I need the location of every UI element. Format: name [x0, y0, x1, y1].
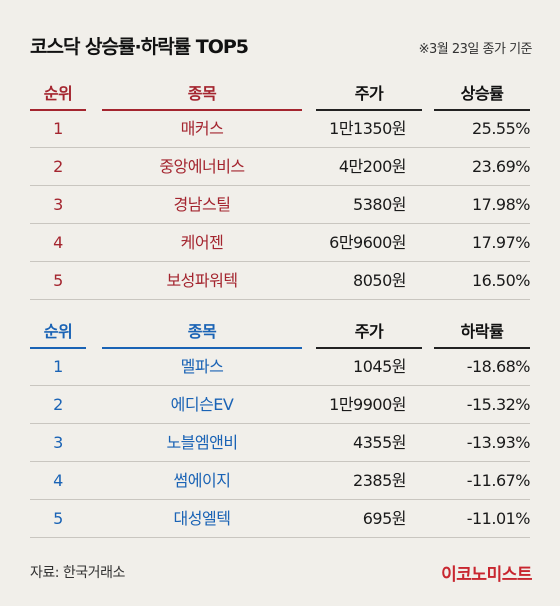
- stock-name-cell: 대성엘텍: [173, 509, 231, 528]
- table-row: 5 보성파워텍 8050원 16.50%: [30, 262, 531, 300]
- gainers-header-row: 순위 종목 주가 상승률: [30, 80, 530, 111]
- footer: 자료: 한국거래소 이코노미스트: [30, 560, 532, 585]
- rank-cell: 1: [53, 119, 63, 138]
- table-row: 1 멜파스 1045원 -18.68%: [30, 348, 531, 386]
- header: 코스닥 상승률·하락률 TOP5 ※3월 23일 종가 기준: [30, 32, 533, 62]
- brand-logo: 이코노미스트: [441, 565, 532, 585]
- rate-cell: -11.67%: [466, 471, 531, 490]
- header-underline: [102, 109, 302, 111]
- losers-header-row: 순위 종목 주가 하락률: [30, 318, 530, 349]
- stock-name-cell: 경남스틸: [173, 195, 231, 214]
- rate-cell: -18.68%: [466, 357, 531, 376]
- header-rate: 하락률: [460, 322, 504, 341]
- header-underline: [434, 347, 530, 349]
- price-cell: 4355원: [353, 433, 406, 452]
- price-cell: 1만9900원: [329, 395, 406, 414]
- table-row: 4 케어젠 6만9600원 17.97%: [30, 224, 531, 262]
- rank-cell: 4: [53, 471, 63, 490]
- rate-cell: -13.93%: [466, 433, 531, 452]
- rate-cell: 17.97%: [471, 233, 531, 252]
- header-stock: 종목: [187, 84, 217, 103]
- header-rank: 순위: [43, 84, 73, 103]
- gainers-table: 순위 종목 주가 상승률 1 매커스 1만1350원 25.55% 2 중앙에너…: [30, 80, 531, 300]
- rate-cell: 23.69%: [471, 157, 531, 176]
- losers-table: 순위 종목 주가 하락률 1 멜파스 1045원 -18.68% 2 에디슨EV…: [30, 318, 531, 538]
- table-row: 1 매커스 1만1350원 25.55%: [30, 110, 531, 148]
- stock-name-cell: 보성파워텍: [166, 271, 238, 290]
- rate-cell: 17.98%: [471, 195, 531, 214]
- header-underline: [316, 109, 422, 111]
- page-title: 코스닥 상승률·하락률 TOP5: [30, 36, 249, 58]
- header-rate: 상승률: [460, 84, 504, 103]
- stock-name-cell: 케어젠: [180, 233, 224, 252]
- price-cell: 1045원: [353, 357, 406, 376]
- stock-name-cell: 멜파스: [180, 357, 224, 376]
- rank-cell: 5: [53, 509, 63, 528]
- rank-cell: 3: [53, 195, 63, 214]
- header-price: 주가: [354, 84, 384, 103]
- stock-name-cell: 매커스: [180, 119, 224, 138]
- rate-cell: 16.50%: [471, 271, 531, 290]
- table-row: 4 썸에이지 2385원 -11.67%: [30, 462, 531, 500]
- rank-cell: 2: [53, 157, 63, 176]
- table-row: 3 노블엠앤비 4355원 -13.93%: [30, 424, 531, 462]
- source-note: 자료: 한국거래소: [30, 565, 125, 581]
- rank-cell: 4: [53, 233, 63, 252]
- rate-cell: -15.32%: [466, 395, 531, 414]
- price-cell: 5380원: [353, 195, 406, 214]
- header-price: 주가: [354, 322, 384, 341]
- stock-name-cell: 중앙에너비스: [159, 157, 245, 176]
- price-cell: 695원: [362, 509, 407, 528]
- rate-cell: 25.55%: [471, 119, 531, 138]
- rank-cell: 2: [53, 395, 63, 414]
- table-row: 2 중앙에너비스 4만200원 23.69%: [30, 148, 531, 186]
- stock-name-cell: 에디슨EV: [170, 395, 234, 414]
- header-underline: [316, 347, 422, 349]
- table-row: 2 에디슨EV 1만9900원 -15.32%: [30, 386, 531, 424]
- header-underline: [30, 347, 86, 349]
- rank-cell: 5: [53, 271, 63, 290]
- stock-name-cell: 썸에이지: [173, 471, 231, 490]
- header-underline: [434, 109, 530, 111]
- header-underline: [102, 347, 302, 349]
- header-rank: 순위: [43, 322, 73, 341]
- price-cell: 6만9600원: [329, 233, 406, 252]
- table-row: 5 대성엘텍 695원 -11.01%: [30, 500, 531, 538]
- price-cell: 8050원: [353, 271, 406, 290]
- table-row: 3 경남스틸 5380원 17.98%: [30, 186, 531, 224]
- date-note: ※3월 23일 종가 기준: [418, 42, 533, 57]
- rate-cell: -11.01%: [466, 509, 531, 528]
- price-cell: 1만1350원: [329, 119, 406, 138]
- price-cell: 2385원: [353, 471, 406, 490]
- header-stock: 종목: [187, 322, 217, 341]
- rank-cell: 3: [53, 433, 63, 452]
- stock-name-cell: 노블엠앤비: [166, 433, 238, 452]
- header-underline: [30, 109, 86, 111]
- rank-cell: 1: [53, 357, 63, 376]
- price-cell: 4만200원: [338, 157, 407, 176]
